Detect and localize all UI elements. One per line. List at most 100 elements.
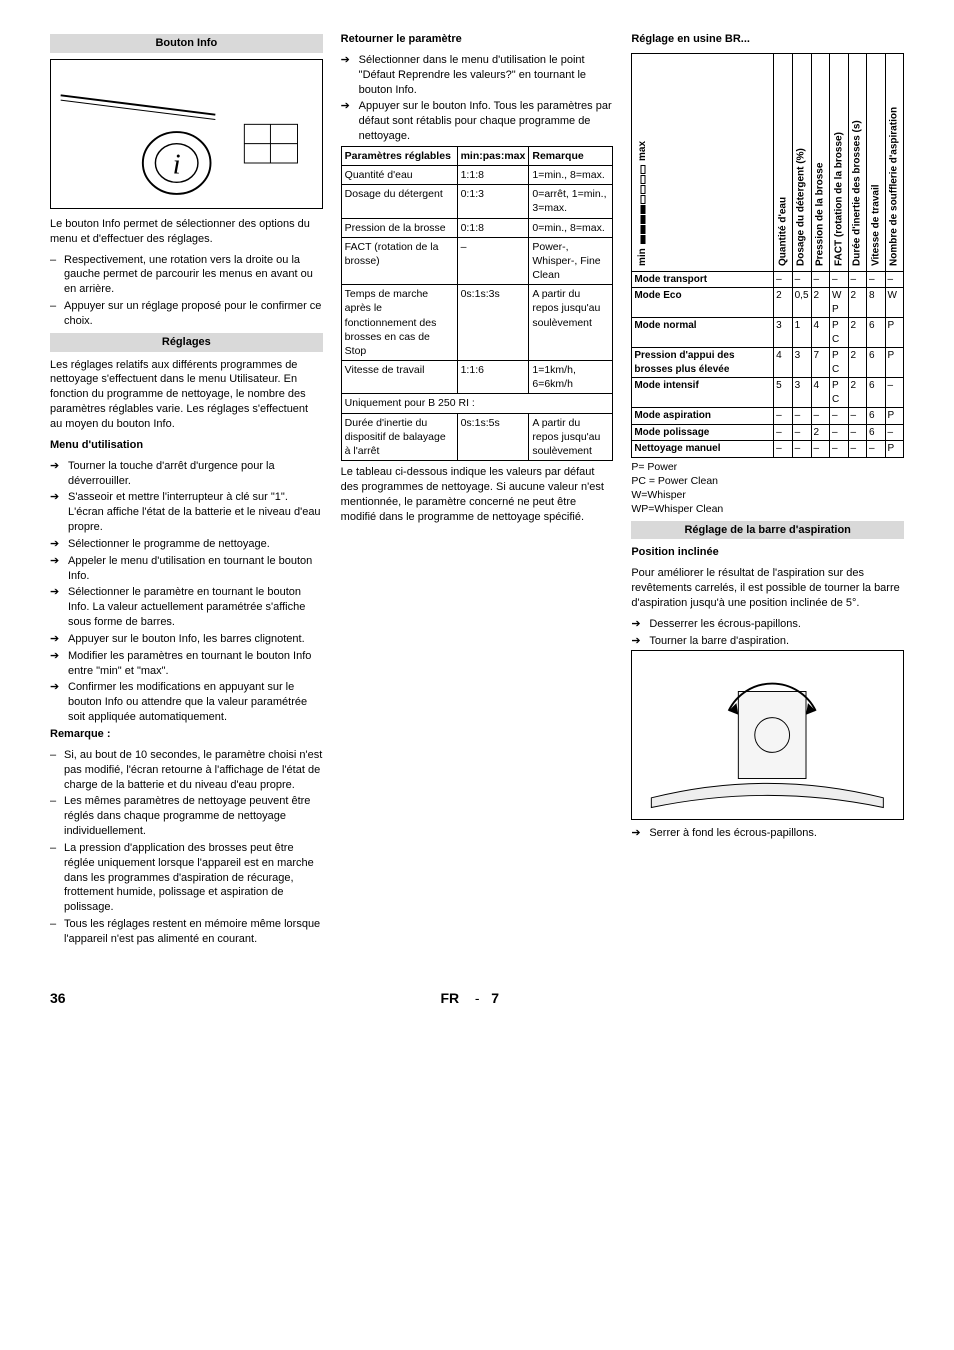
table-row: Mode polissage––2––6– [632,424,904,441]
remarque-heading: Remarque : [50,727,323,742]
cell: – [811,408,830,425]
cell: – [774,441,793,458]
list-item: Appuyer sur un réglage proposé pour le c… [64,299,323,329]
menu-heading: Menu d'utilisation [50,438,323,453]
cell: – [867,271,886,288]
th-note: Remarque [529,146,613,165]
bars-min-label: min [636,248,650,266]
cell: 3 [792,348,811,378]
table-row: Durée d'inertie du dispositif de balayag… [341,413,613,461]
table-row: Pression de la brosse0:1:80=min., 8=max. [341,218,613,237]
cell: – [792,408,811,425]
cell: – [885,424,904,441]
heading-bouton-info: Bouton Info [50,34,323,53]
parameters-table: Paramètres réglables min:pas:max Remarqu… [341,146,614,461]
legend-line: WP=Whisper Clean [631,502,904,516]
settings-legend: P= Power PC = Power Clean W=Whisper WP=W… [631,460,904,517]
factory-settings-table: min max Quantité d'eau Dosage du déterge… [631,53,904,458]
list-item: Tourner la touche d'arrêt d'urgence pour… [68,459,323,489]
column-3: Réglage en usine BR... min max Quantité … [631,30,904,949]
cell: 7 [811,348,830,378]
footer-lang: FR [440,990,459,1006]
cell: 0,5 [792,288,811,318]
footer-sep: - [467,990,483,1006]
bars-max-label: max [636,141,650,161]
cell: – [885,378,904,408]
cell: – [811,441,830,458]
cell: 2 [811,424,830,441]
cell: – [830,408,849,425]
table-row: FACT (rotation de la brosse)–Power-, Whi… [341,237,613,285]
cell: 2 [848,318,867,348]
th-range: min:pas:max [457,146,529,165]
svg-text:i: i [173,148,181,180]
footer-center: FR - 7 [440,989,499,1008]
table-row: Temps de marche après le fonctionnement … [341,285,613,361]
cell: – [848,408,867,425]
list-item: Les mêmes paramètres de nettoyage peuven… [64,794,323,839]
position-text: Pour améliorer le résultat de l'aspirati… [631,566,904,611]
cell: – [774,408,793,425]
table-row: Mode transport––––––– [632,271,904,288]
row-label: Mode intensif [632,378,774,408]
table-row: Pression d'appui des brosses plus élevée… [632,348,904,378]
th-param: Paramètres réglables [341,146,457,165]
table-row: Mode normal314P C26P [632,318,904,348]
table-row: Nettoyage manuel––––––P [632,441,904,458]
legend-line: W=Whisper [631,488,904,502]
col-header: Durée d'inertie des brosses (s) [848,53,867,271]
cell: 4 [811,318,830,348]
cell: W P [830,288,849,318]
row-label: Mode aspiration [632,408,774,425]
cell: – [830,271,849,288]
cell: – [848,271,867,288]
cell: 3 [792,378,811,408]
list-item: Sélectionner le programme de nettoyage. [68,537,323,552]
cell: 5 [774,378,793,408]
list-item: Appeler le menu d'utilisation en tournan… [68,554,323,584]
page-number-right: 7 [491,990,499,1006]
cell: W [885,288,904,318]
table-row: Mode aspiration–––––6P [632,408,904,425]
table-span-row: Uniquement pour B 250 RI : [341,394,613,413]
cell: 6 [867,348,886,378]
list-item: Desserrer les écrous-papillons. [649,617,904,632]
info-button-illustration: i [50,59,323,209]
col-header: Vitesse de travail [867,53,886,271]
page-columns: Bouton Info i Le bouton Info permet de s… [50,30,904,949]
list-item: Sélectionner le paramètre en tournant le… [68,585,323,630]
cell: P C [830,348,849,378]
cell: P [885,408,904,425]
level-bars-icon [641,165,646,244]
legend-line: PC = Power Clean [631,474,904,488]
cell: – [792,441,811,458]
suction-bar-svg [632,651,903,819]
cell: 4 [811,378,830,408]
remarque-list: Si, au bout de 10 secondes, le paramètre… [50,748,323,947]
list-item: S'asseoir et mettre l'interrupteur à clé… [68,490,323,535]
cell: P [885,348,904,378]
table-row: Dosage du détergent0:1:30=arrêt, 1=min.,… [341,185,613,218]
row-label: Mode polissage [632,424,774,441]
cell: – [792,424,811,441]
column-2: Retourner le paramètre Sélectionner dans… [341,30,614,949]
list-item: Respectivement, une rotation vers la dro… [64,253,323,298]
return-param-heading: Retourner le paramètre [341,32,614,47]
cell: 2 [848,288,867,318]
list-item: Appuyer sur le bouton Info, les barres c… [68,632,323,647]
row-label: Mode normal [632,318,774,348]
cell: 2 [811,288,830,318]
list-item: Tous les réglages restent en mémoire mêm… [64,917,323,947]
reglages-description: Les réglages relatifs aux différents pro… [50,358,323,432]
cell: – [792,271,811,288]
cell: 2 [774,288,793,318]
list-item: Serrer à fond les écrous-papillons. [649,826,904,841]
cell: 2 [848,378,867,408]
cell: 1 [792,318,811,348]
return-arrow-list: Sélectionner dans le menu d'utilisation … [341,53,614,144]
position-heading: Position inclinée [631,545,904,560]
list-item: Tourner la barre d'aspiration. [649,634,904,649]
cell: 6 [867,424,886,441]
list-item: La pression d'application des brosses pe… [64,841,323,915]
column-1: Bouton Info i Le bouton Info permet de s… [50,30,323,949]
